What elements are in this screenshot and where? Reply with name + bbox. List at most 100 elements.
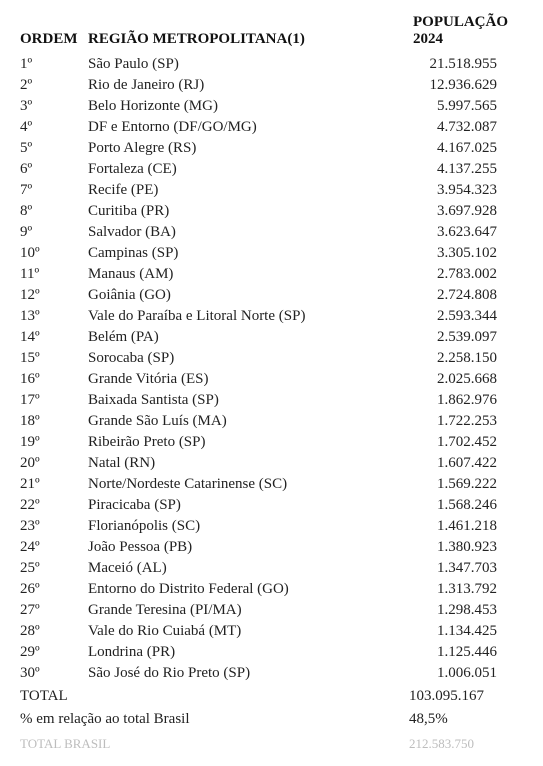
cell-ordem: 28º — [16, 621, 84, 642]
table-row: 2ºRio de Janeiro (RJ)12.936.629 — [16, 75, 527, 96]
table-row: 9ºSalvador (BA)3.623.647 — [16, 222, 527, 243]
table-row: 6ºFortaleza (CE)4.137.255 — [16, 159, 527, 180]
cell-pop: 1.006.051 — [409, 663, 527, 684]
table-row: 5ºPorto Alegre (RS)4.167.025 — [16, 138, 527, 159]
cell-pop: 21.518.955 — [409, 54, 527, 75]
cell-ordem: 20º — [16, 453, 84, 474]
cell-regiao: Grande Teresina (PI/MA) — [84, 600, 409, 621]
cell-ordem: 15º — [16, 348, 84, 369]
cell-pop: 2.724.808 — [409, 285, 527, 306]
cell-ordem: 6º — [16, 159, 84, 180]
cell-ordem: 27º — [16, 600, 84, 621]
cell-ordem: 9º — [16, 222, 84, 243]
cell-regiao: Vale do Paraíba e Litoral Norte (SP) — [84, 306, 409, 327]
cell-ordem: 3º — [16, 96, 84, 117]
cell-ordem: 2º — [16, 75, 84, 96]
table-row: 25ºMaceió (AL)1.347.703 — [16, 558, 527, 579]
cell-regiao: Porto Alegre (RS) — [84, 138, 409, 159]
population-table: ORDEM REGIÃO METROPOLITANA(1) POPULAÇÃO … — [16, 12, 527, 754]
cell-pop: 4.167.025 — [409, 138, 527, 159]
cell-ordem: 1º — [16, 54, 84, 75]
cell-ordem: 16º — [16, 369, 84, 390]
table-row: 14ºBelém (PA)2.539.097 — [16, 327, 527, 348]
total-value: 103.095.167 — [409, 684, 527, 707]
table-row: 21ºNorte/Nordeste Catarinense (SC)1.569.… — [16, 474, 527, 495]
table-row: 12ºGoiânia (GO)2.724.808 — [16, 285, 527, 306]
cell-ordem: 13º — [16, 306, 84, 327]
cell-ordem: 29º — [16, 642, 84, 663]
cell-pop: 5.997.565 — [409, 96, 527, 117]
cell-ordem: 4º — [16, 117, 84, 138]
table-row: 7ºRecife (PE)3.954.323 — [16, 180, 527, 201]
table-row: 11ºManaus (AM)2.783.002 — [16, 264, 527, 285]
cell-pop: 1.461.218 — [409, 516, 527, 537]
total-row: TOTAL 103.095.167 — [16, 684, 527, 707]
header-ordem: ORDEM — [16, 12, 84, 54]
cell-regiao: Rio de Janeiro (RJ) — [84, 75, 409, 96]
cell-pop: 1.347.703 — [409, 558, 527, 579]
cell-pop: 4.732.087 — [409, 117, 527, 138]
table-row: 24ºJoão Pessoa (PB)1.380.923 — [16, 537, 527, 558]
cell-pop: 1.862.976 — [409, 390, 527, 411]
cell-pop: 1.568.246 — [409, 495, 527, 516]
cell-ordem: 21º — [16, 474, 84, 495]
cell-pop: 2.593.344 — [409, 306, 527, 327]
cell-ordem: 25º — [16, 558, 84, 579]
cell-regiao: Grande São Luís (MA) — [84, 411, 409, 432]
cell-ordem: 26º — [16, 579, 84, 600]
total-brasil-value: 212.583.750 — [409, 730, 527, 754]
cell-ordem: 30º — [16, 663, 84, 684]
cell-pop: 2.258.150 — [409, 348, 527, 369]
cell-regiao: Vale do Rio Cuiabá (MT) — [84, 621, 409, 642]
table-row: 28ºVale do Rio Cuiabá (MT)1.134.425 — [16, 621, 527, 642]
cell-regiao: Norte/Nordeste Catarinense (SC) — [84, 474, 409, 495]
table-row: 17ºBaixada Santista (SP)1.862.976 — [16, 390, 527, 411]
total-brasil-label: TOTAL BRASIL — [16, 730, 409, 754]
table-row: 1ºSão Paulo (SP)21.518.955 — [16, 54, 527, 75]
table-row: 4ºDF e Entorno (DF/GO/MG)4.732.087 — [16, 117, 527, 138]
cell-pop: 3.305.102 — [409, 243, 527, 264]
cell-ordem: 12º — [16, 285, 84, 306]
table-row: 26ºEntorno do Distrito Federal (GO)1.313… — [16, 579, 527, 600]
header-pop: POPULAÇÃO 2024 — [409, 12, 527, 54]
cell-pop: 1.569.222 — [409, 474, 527, 495]
cell-pop: 1.134.425 — [409, 621, 527, 642]
header-regiao: REGIÃO METROPOLITANA(1) — [84, 12, 409, 54]
cell-pop: 2.783.002 — [409, 264, 527, 285]
cell-regiao: Grande Vitória (ES) — [84, 369, 409, 390]
table-row: 16ºGrande Vitória (ES)2.025.668 — [16, 369, 527, 390]
cell-regiao: Piracicaba (SP) — [84, 495, 409, 516]
table-row: 23ºFlorianópolis (SC)1.461.218 — [16, 516, 527, 537]
cell-ordem: 22º — [16, 495, 84, 516]
table-row: 3ºBelo Horizonte (MG)5.997.565 — [16, 96, 527, 117]
cell-pop: 1.125.446 — [409, 642, 527, 663]
cell-pop: 1.313.792 — [409, 579, 527, 600]
table-row: 20ºNatal (RN)1.607.422 — [16, 453, 527, 474]
cell-regiao: Florianópolis (SC) — [84, 516, 409, 537]
cell-pop: 1.380.923 — [409, 537, 527, 558]
cell-regiao: Belém (PA) — [84, 327, 409, 348]
cell-ordem: 23º — [16, 516, 84, 537]
cell-pop: 3.623.647 — [409, 222, 527, 243]
cell-regiao: São Paulo (SP) — [84, 54, 409, 75]
cell-ordem: 14º — [16, 327, 84, 348]
table-row: 29ºLondrina (PR)1.125.446 — [16, 642, 527, 663]
cell-pop: 2.539.097 — [409, 327, 527, 348]
cell-regiao: DF e Entorno (DF/GO/MG) — [84, 117, 409, 138]
cell-ordem: 10º — [16, 243, 84, 264]
table-row: 18ºGrande São Luís (MA)1.722.253 — [16, 411, 527, 432]
cell-regiao: Manaus (AM) — [84, 264, 409, 285]
cell-ordem: 17º — [16, 390, 84, 411]
cell-regiao: Fortaleza (CE) — [84, 159, 409, 180]
cell-ordem: 5º — [16, 138, 84, 159]
header-row: ORDEM REGIÃO METROPOLITANA(1) POPULAÇÃO … — [16, 12, 527, 54]
cell-pop: 1.298.453 — [409, 600, 527, 621]
cell-pop: 2.025.668 — [409, 369, 527, 390]
cell-regiao: Curitiba (PR) — [84, 201, 409, 222]
cell-ordem: 24º — [16, 537, 84, 558]
cell-regiao: Belo Horizonte (MG) — [84, 96, 409, 117]
table-row: 19ºRibeirão Preto (SP)1.702.452 — [16, 432, 527, 453]
total-label: TOTAL — [16, 684, 409, 707]
table-row: 22ºPiracicaba (SP)1.568.246 — [16, 495, 527, 516]
cell-pop: 4.137.255 — [409, 159, 527, 180]
